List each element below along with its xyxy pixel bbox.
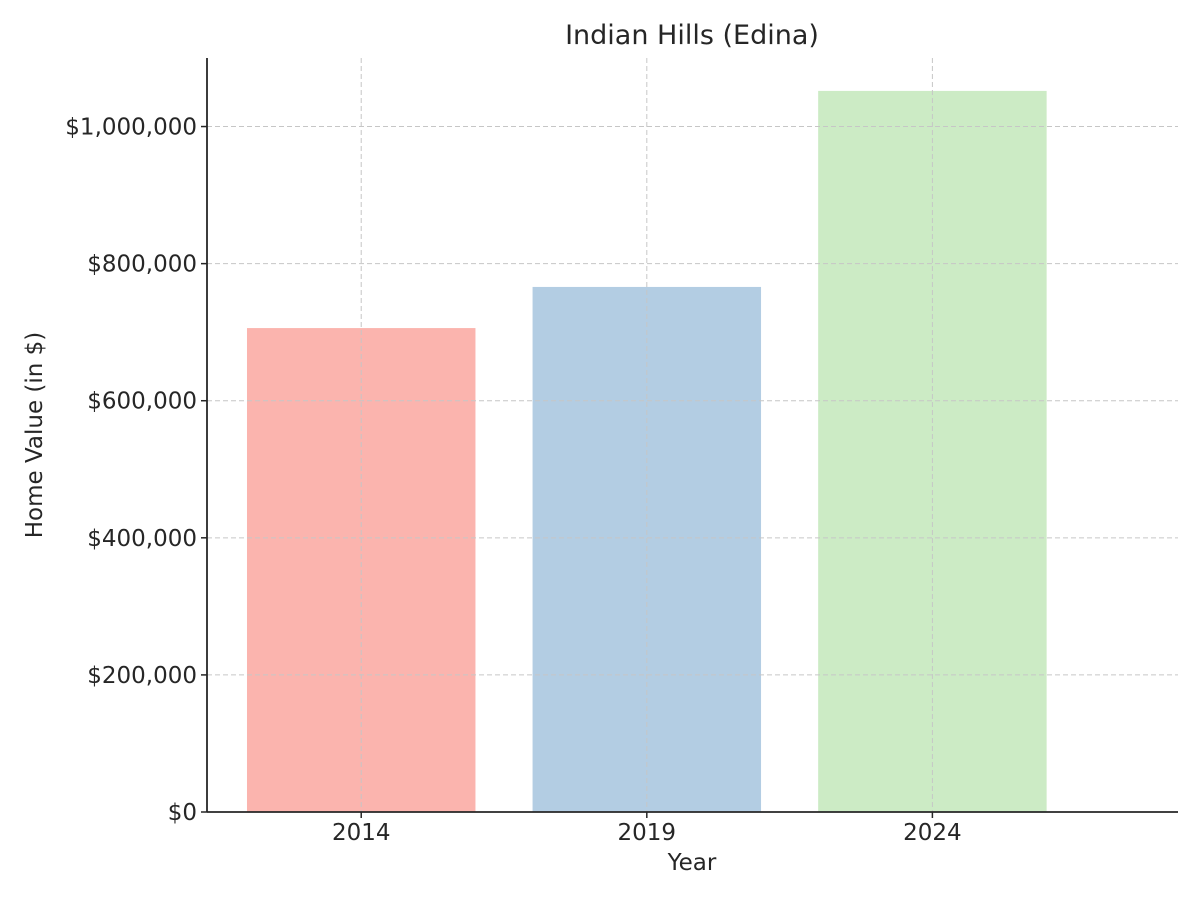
chart-title: Indian Hills (Edina): [565, 20, 819, 51]
x-tick-label: 2014: [332, 820, 391, 846]
y-tick-label: $600,000: [87, 389, 197, 415]
axes-layer: [201, 58, 1178, 818]
y-tick-label: $400,000: [87, 526, 197, 552]
y-tick-label: $0: [168, 800, 197, 826]
y-tick-label: $200,000: [87, 663, 197, 689]
y-tick-label: $1,000,000: [65, 115, 197, 141]
x-tick-label: 2024: [903, 820, 962, 846]
y-tick-label: $800,000: [87, 252, 197, 278]
x-tick-label: 2019: [618, 820, 677, 846]
y-axis-label: Home Value (in $): [22, 332, 48, 539]
labels-layer: $0 $200,000 $400,000 $600,000 $800,000 $1,000…: [65, 115, 961, 846]
x-axis-label: Year: [667, 850, 717, 876]
grid-layer: [207, 58, 1178, 813]
